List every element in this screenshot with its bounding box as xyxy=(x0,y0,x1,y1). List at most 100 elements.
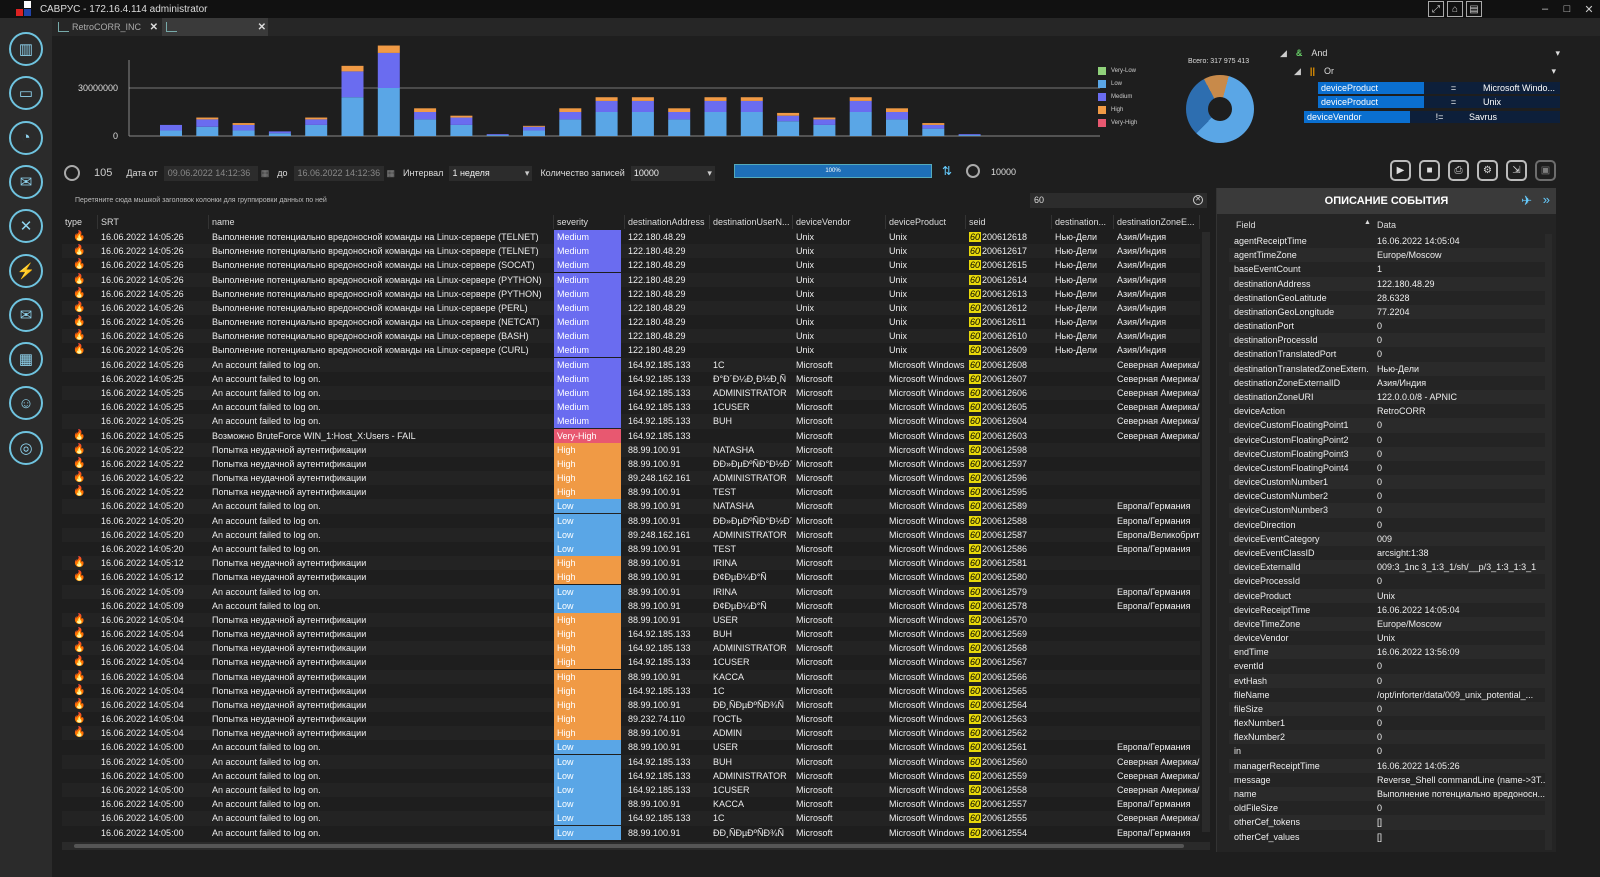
field-row[interactable]: destinationTranslatedZoneExtern... Нью-Де… xyxy=(1229,361,1547,376)
pie-icon[interactable]: ◔ xyxy=(9,120,43,155)
field-row[interactable]: fileSize 0 xyxy=(1229,701,1547,717)
tab-chart[interactable]: ✕ xyxy=(162,18,268,36)
table-row[interactable]: 🔥 16.06.2022 14:05:04 Попытка неудачной ау… xyxy=(62,612,1200,628)
table-row[interactable]: 16.06.2022 14:05:25 An account failed to … xyxy=(62,385,1200,401)
tab-close-icon[interactable]: ✕ xyxy=(149,21,158,33)
field-row[interactable]: managerReceiptTime 16.06.2022 14:05:26 xyxy=(1229,758,1547,773)
field-row[interactable]: in 0 xyxy=(1229,744,1547,758)
tools-icon[interactable]: ✕ xyxy=(9,209,43,244)
table-row[interactable]: 🔥 16.06.2022 14:05:25 Возможно BruteForce … xyxy=(62,428,1200,443)
histogram-bar[interactable] xyxy=(450,115,473,118)
table-row[interactable]: 16.06.2022 14:05:00 An account failed to … xyxy=(62,825,1200,840)
table-row[interactable]: 🔥 16.06.2022 14:05:22 Попытка неудачной ау… xyxy=(62,471,1200,486)
column-header-2[interactable]: name xyxy=(209,215,554,229)
histogram-bar[interactable] xyxy=(232,130,255,136)
table-row[interactable]: 16.06.2022 14:05:00 An account failed to … xyxy=(62,783,1200,798)
table-row[interactable]: 🔥 16.06.2022 14:05:04 Попытка неудачной ау… xyxy=(62,641,1200,656)
grid-horizontal-scrollbar[interactable] xyxy=(62,842,1210,850)
histogram-bar[interactable] xyxy=(595,112,618,136)
field-row[interactable]: oldFileSize 0 xyxy=(1229,801,1547,815)
field-row[interactable]: deviceEventClassID arcsight:1:38 xyxy=(1229,546,1547,560)
histogram-bar[interactable] xyxy=(595,97,618,101)
histogram-bar[interactable] xyxy=(813,124,836,136)
histogram-bar[interactable] xyxy=(486,135,509,136)
histogram-bar[interactable] xyxy=(232,124,255,131)
histogram-bar[interactable] xyxy=(305,117,328,120)
histogram-bar[interactable] xyxy=(704,100,727,112)
field-row[interactable]: destinationGeoLatitude 28.6328 xyxy=(1229,291,1547,305)
histogram-bar[interactable] xyxy=(377,45,400,53)
field-row[interactable]: message Reverse_Shell commandLine (name->… xyxy=(1229,773,1548,787)
field-row[interactable]: baseEventCount 1 xyxy=(1229,262,1547,276)
field-row[interactable]: otherCef_values [] xyxy=(1229,830,1547,844)
pin-icon[interactable]: ✈ xyxy=(1521,193,1532,208)
table-row[interactable]: 16.06.2022 14:05:09 An account failed to … xyxy=(62,598,1200,613)
histogram-bar[interactable] xyxy=(631,112,654,136)
histogram-bar[interactable] xyxy=(813,117,836,120)
field-column-header[interactable]: Field xyxy=(1236,220,1256,230)
filter-and-node[interactable]: ◢ & And ▾ xyxy=(1280,47,1560,59)
histogram-bar[interactable] xyxy=(886,112,908,120)
column-header-0[interactable]: type xyxy=(62,215,98,229)
histogram-bar[interactable] xyxy=(886,108,908,112)
field-row[interactable]: name Выполнение потенциально вредоносн... xyxy=(1229,787,1547,802)
table-row[interactable]: 16.06.2022 14:05:20 An account failed to … xyxy=(62,499,1200,514)
histogram-bar[interactable] xyxy=(777,115,800,122)
histogram-bar[interactable] xyxy=(414,108,437,112)
histogram-bar[interactable] xyxy=(813,119,836,125)
table-row[interactable]: 16.06.2022 14:05:09 An account failed to … xyxy=(62,584,1200,599)
histogram-bar[interactable] xyxy=(886,119,908,136)
table-row[interactable]: 🔥 16.06.2022 14:05:04 Попытка неудачной ау… xyxy=(62,726,1200,741)
table-row[interactable]: 16.06.2022 14:05:00 An account failed to … xyxy=(62,811,1200,826)
histogram-bar[interactable] xyxy=(160,130,182,136)
condition-operator[interactable]: != xyxy=(1410,110,1466,123)
table-row[interactable]: 16.06.2022 14:05:00 An account failed to … xyxy=(62,740,1200,755)
condition-field[interactable]: deviceVendor xyxy=(1304,110,1410,123)
histogram-bar[interactable] xyxy=(377,88,400,136)
histogram-bar[interactable] xyxy=(740,97,763,101)
field-row[interactable]: evtHash 0 xyxy=(1229,673,1547,688)
histogram-bar[interactable] xyxy=(341,71,364,98)
table-row[interactable]: 🔥 16.06.2022 14:05:26 Выполнение потенциал… xyxy=(62,329,1200,344)
refresh-icon[interactable] xyxy=(64,165,80,181)
histogram-bar[interactable] xyxy=(523,125,545,127)
date-from-input[interactable]: 09.06.2022 14:12:36 xyxy=(163,165,258,181)
collapse-panel-icon[interactable]: » xyxy=(1542,192,1550,207)
histogram-bar[interactable] xyxy=(414,119,437,136)
histogram-bar[interactable] xyxy=(196,117,219,120)
grid-vertical-scrollbar[interactable] xyxy=(1202,232,1210,832)
histogram-bar[interactable] xyxy=(849,112,872,136)
settings-icon[interactable]: ⚙ xyxy=(1477,160,1498,181)
table-row[interactable]: 🔥 16.06.2022 14:05:26 Выполнение потенциал… xyxy=(62,272,1200,287)
field-row[interactable]: deviceCustomFloatingPoint4 0 xyxy=(1229,461,1547,475)
field-row[interactable]: destinationTranslatedPort 0 xyxy=(1229,347,1547,361)
histogram-bar[interactable] xyxy=(922,123,945,125)
maximize-button[interactable]: □ xyxy=(1563,3,1571,15)
table-row[interactable]: 🔥 16.06.2022 14:05:12 Попытка неудачной ау… xyxy=(62,570,1200,585)
field-row[interactable]: deviceTimeZone Europe/Moscow xyxy=(1229,616,1547,632)
histogram-bar[interactable] xyxy=(268,133,291,136)
histogram-bar[interactable] xyxy=(377,52,400,88)
field-row[interactable]: destinationZoneExternalID Азия/Индия xyxy=(1229,376,1547,390)
stats-icon[interactable]: ▤ xyxy=(1466,1,1482,17)
histogram-bar[interactable] xyxy=(559,112,582,120)
table-row[interactable]: 🔥 16.06.2022 14:05:26 Выполнение потенциал… xyxy=(62,343,1200,358)
clear-search-icon[interactable]: ✕ xyxy=(1193,195,1203,205)
table-row[interactable]: 16.06.2022 14:05:00 An account failed to … xyxy=(62,768,1200,783)
table-row[interactable]: 🔥 16.06.2022 14:05:04 Попытка неудачной ау… xyxy=(62,669,1200,684)
condition-field[interactable]: deviceProduct xyxy=(1318,82,1424,94)
histogram-bar[interactable] xyxy=(849,100,872,112)
histogram-bar[interactable] xyxy=(668,108,691,112)
histogram-bar[interactable] xyxy=(414,112,437,120)
table-row[interactable]: 🔥 16.06.2022 14:05:04 Попытка неудачной ау… xyxy=(62,627,1200,642)
field-row[interactable]: endTime 16.06.2022 13:56:09 xyxy=(1229,645,1547,660)
save-icon[interactable]: ▣ xyxy=(1535,160,1556,181)
tab-close-icon[interactable]: ✕ xyxy=(257,21,266,33)
field-row[interactable]: deviceCustomNumber1 0 xyxy=(1229,475,1547,490)
print-icon[interactable]: ⎙ xyxy=(1448,160,1469,181)
table-row[interactable]: 🔥 16.06.2022 14:05:26 Выполнение потенциал… xyxy=(62,230,1200,244)
histogram-bar[interactable] xyxy=(777,112,800,116)
histogram-bar[interactable] xyxy=(958,135,981,136)
field-row[interactable]: destinationZoneURI 122.0.0.0/8 - APNIC xyxy=(1229,389,1547,405)
field-row[interactable]: deviceCustomNumber2 0 xyxy=(1229,489,1547,503)
